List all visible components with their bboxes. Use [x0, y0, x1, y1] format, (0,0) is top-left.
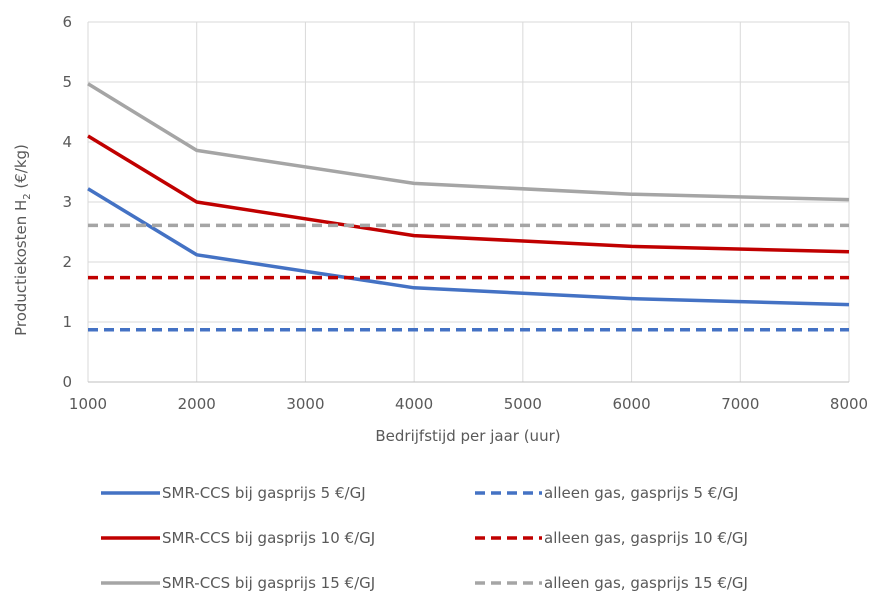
- y-tick-label: 4: [62, 133, 72, 151]
- y-tick-label: 1: [62, 313, 72, 331]
- series-line-2: [87, 134, 850, 254]
- series-line-0: [87, 187, 850, 307]
- x-tick-label: 7000: [721, 395, 759, 413]
- y-tick-labels: 0 1 2 3 4 5 6: [62, 13, 72, 391]
- y-tick-label: 3: [62, 193, 72, 211]
- series-line-4: [87, 82, 850, 202]
- x-tick-label: 1000: [69, 395, 107, 413]
- y-tick-label: 2: [62, 253, 72, 271]
- x-tick-label: 8000: [830, 395, 868, 413]
- x-tick-label: 4000: [395, 395, 433, 413]
- x-tick-label: 6000: [612, 395, 650, 413]
- x-tick-label: 5000: [504, 395, 542, 413]
- legend-label-4: SMR-CCS bij gasprijs 15 €/GJ: [162, 574, 375, 592]
- series-lines: [87, 82, 850, 332]
- legend-label-1: alleen gas, gasprijs 5 €/GJ: [544, 484, 738, 502]
- y-tick-label: 5: [62, 73, 72, 91]
- legend-label-3: alleen gas, gasprijs 10 €/GJ: [544, 529, 748, 547]
- x-tick-labels: 1000 2000 3000 4000 5000 6000 7000 8000: [69, 395, 868, 413]
- y-tick-label: 6: [62, 13, 72, 31]
- x-tick-label: 3000: [286, 395, 324, 413]
- x-axis-label: Bedrijfstijd per jaar (uur): [375, 427, 560, 445]
- y-axis-label-main: Productiekosten H: [12, 200, 30, 336]
- legend: SMR-CCS bij gasprijs 5 €/GJ alleen gas, g…: [101, 484, 748, 592]
- gridlines: [87, 21, 850, 382]
- y-tick-label: 0: [62, 373, 72, 391]
- x-tick-label: 2000: [178, 395, 216, 413]
- legend-label-2: SMR-CCS bij gasprijs 10 €/GJ: [162, 529, 375, 547]
- y-axis-label: Productiekosten H2 (€/kg): [12, 144, 33, 336]
- y-axis-label-subscript: 2: [22, 193, 33, 199]
- legend-label-0: SMR-CCS bij gasprijs 5 €/GJ: [162, 484, 366, 502]
- legend-label-5: alleen gas, gasprijs 15 €/GJ: [544, 574, 748, 592]
- y-axis-label-unit: (€/kg): [12, 144, 30, 193]
